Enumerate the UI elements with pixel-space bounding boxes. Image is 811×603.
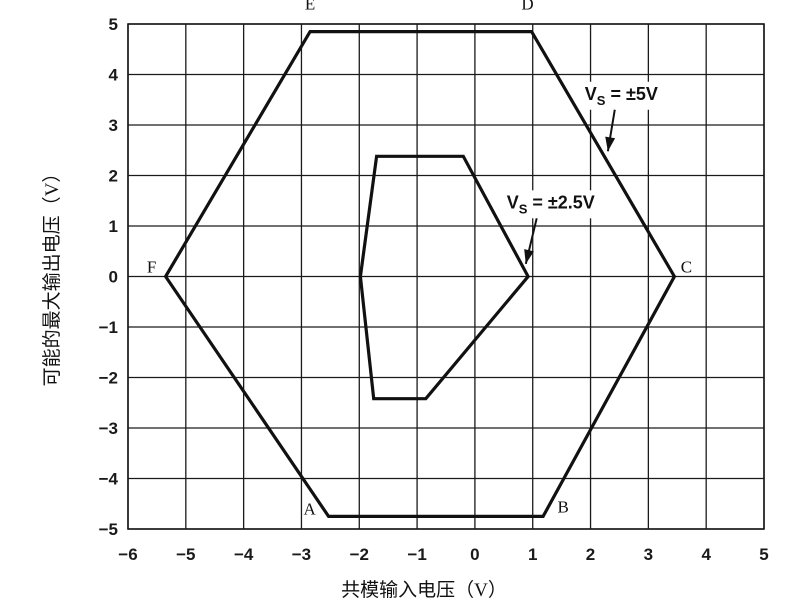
- y-tick-label: −3: [99, 419, 118, 438]
- annotation-bg-1: [502, 190, 621, 219]
- y-tick-label: 5: [109, 15, 118, 34]
- x-tick-label: −3: [292, 545, 311, 564]
- x-tick-label: 3: [644, 545, 653, 564]
- y-tick-label: 2: [109, 167, 118, 186]
- x-tick-label: −4: [234, 545, 254, 564]
- x-tick-labels: −6 −5 −4 −3 −2 −1 0 1 2 3 4 5: [118, 545, 768, 564]
- x-axis-title: 共模输入电压（V）: [341, 579, 507, 601]
- x-tick-label: −5: [176, 545, 195, 564]
- x-tick-label: 4: [701, 545, 711, 564]
- x-tick-label: −1: [407, 545, 426, 564]
- y-tick-label: −2: [99, 369, 118, 388]
- y-tick-label: −1: [99, 318, 118, 337]
- vertex-label-e: E: [305, 0, 315, 14]
- vertex-label-f: F: [147, 258, 156, 277]
- vertex-label-d: D: [521, 0, 533, 14]
- annotation-label-1: VS = ±2.5V: [507, 192, 595, 216]
- annotation-label-0: VS = ±5V: [585, 84, 658, 108]
- x-tick-label: 5: [759, 545, 768, 564]
- annotation-arrowhead-0: [605, 136, 616, 152]
- annotation-bg-0: [580, 81, 699, 110]
- y-tick-labels: −5 −4 −3 −2 −1 0 1 2 3 4 5: [99, 15, 119, 539]
- y-tick-label: −4: [99, 470, 119, 489]
- series-line-0: [163, 30, 677, 519]
- x-tick-label: 0: [470, 545, 479, 564]
- vertex-label-b: B: [557, 497, 568, 516]
- y-tick-label: −5: [99, 520, 118, 539]
- y-tick-label: 0: [109, 268, 118, 287]
- x-tick-label: −6: [118, 545, 137, 564]
- series-group: [163, 30, 677, 519]
- x-tick-label: 1: [528, 545, 537, 564]
- y-tick-label: 3: [109, 116, 118, 135]
- x-tick-label: 2: [586, 545, 595, 564]
- plot-frame: [127, 23, 765, 530]
- y-tick-label: 4: [109, 66, 119, 85]
- vertex-label-a: A: [303, 499, 316, 518]
- series-line-1: [358, 154, 531, 401]
- x-tick-label: −2: [350, 545, 369, 564]
- vertex-label-c: C: [681, 258, 692, 277]
- vertex-labels: E D C B A F: [147, 0, 692, 518]
- grid: [127, 23, 765, 530]
- y-tick-label: 1: [109, 217, 118, 236]
- annotation-arrowhead-1: [524, 249, 534, 264]
- y-axis-title: 可能的最大输出电压（V）: [41, 164, 63, 387]
- series-annotations: VS = ±5V VS = ±2.5V: [502, 81, 699, 265]
